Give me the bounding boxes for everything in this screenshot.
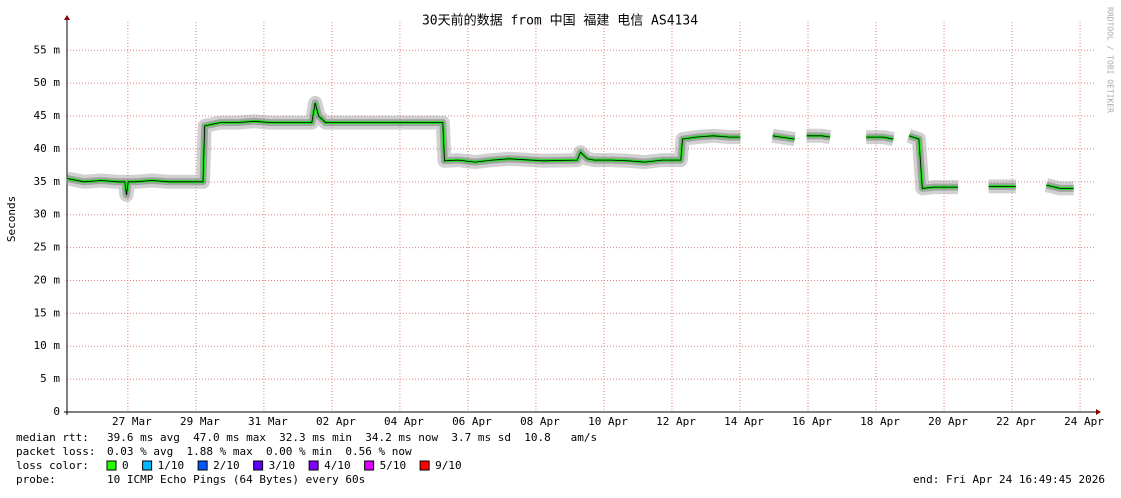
x-tick-label: 02 Apr (316, 415, 356, 428)
median-core (66, 102, 1074, 196)
stat-value: 39.6 ms avg 47.0 ms max 32.3 ms min 34.2… (107, 431, 597, 444)
y-tick-label: 35 m (34, 175, 61, 188)
x-tick-label: 20 Apr (928, 415, 968, 428)
legend-label: 2/10 (213, 459, 240, 472)
x-tick-label: 08 Apr (520, 415, 560, 428)
legend-label: 4/10 (324, 459, 351, 472)
x-tick-label: 16 Apr (792, 415, 832, 428)
legend-swatch (364, 460, 375, 471)
legend-swatch (106, 460, 117, 471)
x-tick-label: 27 Mar (112, 415, 152, 428)
y-axis-label: Seconds (5, 196, 18, 242)
axis-arrow (1096, 409, 1101, 415)
probe-text: 10 ICMP Echo Pings (64 Bytes) every 60s (107, 473, 365, 486)
stat-value: 0.03 % avg 1.88 % max 0.00 % min 0.56 % … (107, 445, 412, 458)
stat-label: packet loss: (16, 445, 95, 458)
x-tick-label: 29 Mar (180, 415, 220, 428)
legend-label: 5/10 (380, 459, 407, 472)
x-tick-label: 31 Mar (248, 415, 288, 428)
stat-label: median rtt: (16, 431, 89, 444)
y-tick-label: 10 m (34, 339, 61, 352)
y-tick-label: 15 m (34, 306, 61, 319)
chart-title: 30天前的数据 from 中国 福建 电信 AS4134 (422, 13, 698, 29)
x-tick-label: 04 Apr (384, 415, 424, 428)
legend-label: 9/10 (435, 459, 462, 472)
y-tick-label: 25 m (34, 241, 61, 254)
y-tick-label: 20 m (34, 273, 61, 286)
end-time: end: Fri Apr 24 16:49:45 2026 (913, 473, 1105, 486)
legend-label: 1/10 (158, 459, 185, 472)
legend-swatch (419, 460, 430, 471)
x-tick-label: 18 Apr (860, 415, 900, 428)
x-tick-label: 10 Apr (588, 415, 628, 428)
y-tick-label: 40 m (34, 142, 61, 155)
y-tick-label: 45 m (34, 109, 61, 122)
x-tick-label: 22 Apr (996, 415, 1036, 428)
probe-label: probe: (16, 473, 56, 486)
legend-swatch (142, 460, 153, 471)
x-tick-label: 14 Apr (724, 415, 764, 428)
loss-label: loss color: (16, 459, 89, 472)
x-tick-label: 24 Apr (1064, 415, 1104, 428)
legend-swatch (197, 460, 208, 471)
legend-swatch (308, 460, 319, 471)
side-note: RRDTOOL / TOBI OETIKER (1106, 7, 1115, 113)
x-tick-label: 12 Apr (656, 415, 696, 428)
x-tick-label: 06 Apr (452, 415, 492, 428)
y-tick-label: 5 m (40, 372, 60, 385)
legend-label: 0 (122, 459, 129, 472)
legend-swatch (253, 460, 264, 471)
y-tick-label: 30 m (34, 208, 61, 221)
legend-label: 3/10 (269, 459, 296, 472)
axis-arrow (64, 15, 70, 20)
y-tick-label: 0 (53, 405, 60, 418)
y-tick-label: 55 m (34, 43, 61, 56)
y-tick-label: 50 m (34, 76, 61, 89)
